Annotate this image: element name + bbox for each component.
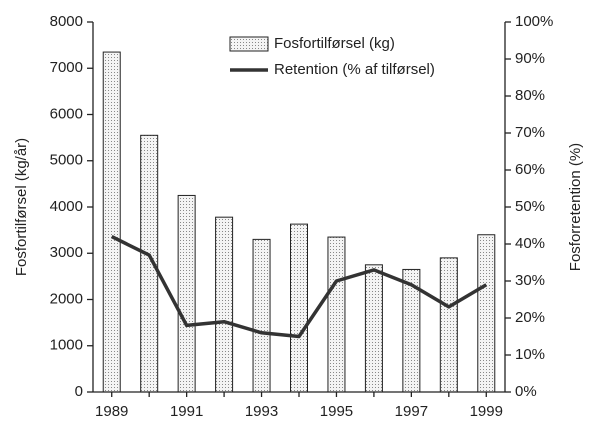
bar: [177, 194, 196, 393]
legend-label: Retention (% af tilførsel): [274, 61, 435, 78]
y-tick-label: 1000: [50, 337, 83, 354]
y2-tick-label: 0%: [515, 383, 537, 400]
x-tick-label: 1997: [395, 403, 428, 420]
line: [110, 235, 488, 339]
y2-axis-label: Fosforretention (%): [567, 143, 584, 271]
y2-tick-label: 50%: [515, 198, 545, 215]
y-tick-label: 2000: [50, 290, 83, 307]
y2-tick-label: 80%: [515, 87, 545, 104]
y2-tick-label: 30%: [515, 272, 545, 289]
y2-tick-label: 20%: [515, 309, 545, 326]
y-tick-label: 8000: [50, 13, 83, 30]
legend-swatch: [229, 36, 269, 52]
bar: [364, 264, 383, 393]
x-tick-label: 1991: [170, 403, 203, 420]
y-axis-label: Fosfortilførsel (kg/år): [13, 138, 30, 276]
x-tick-label: 1989: [95, 403, 128, 420]
y2-tick-label: 100%: [515, 13, 553, 30]
x-tick-label: 1995: [320, 403, 353, 420]
y-tick-label: 5000: [50, 152, 83, 169]
y-tick-label: 6000: [50, 105, 83, 122]
bar: [327, 236, 346, 393]
legend-label: Fosfortilførsel (kg): [274, 35, 395, 52]
bar: [477, 234, 496, 393]
bar: [439, 257, 458, 393]
y-tick-label: 4000: [50, 198, 83, 215]
bar: [102, 51, 121, 393]
bar: [290, 223, 308, 393]
y-tick-label: 0: [75, 383, 83, 400]
x-tick-label: 1993: [245, 403, 278, 420]
y2-tick-label: 40%: [515, 235, 545, 252]
x-tick-label: 1999: [470, 403, 503, 420]
y2-tick-label: 70%: [515, 124, 545, 141]
y-tick-label: 7000: [50, 59, 83, 76]
y2-tick-label: 10%: [515, 346, 545, 363]
y2-tick-label: 60%: [515, 161, 545, 178]
bar: [215, 216, 234, 393]
y-tick-label: 3000: [50, 244, 83, 261]
y2-tick-label: 90%: [515, 50, 545, 67]
bar: [252, 238, 271, 393]
